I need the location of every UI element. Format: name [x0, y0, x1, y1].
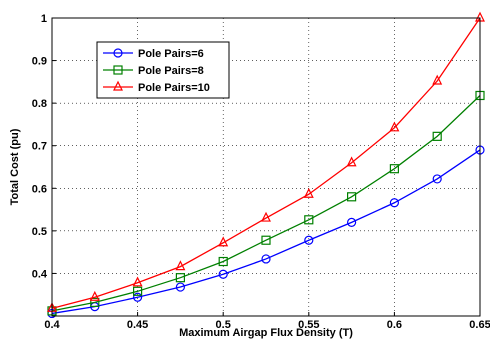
series-2-point: [261, 235, 271, 245]
series-1-point: [304, 235, 314, 245]
legend-marker-3: [113, 80, 123, 91]
series-1-point: [218, 269, 228, 279]
x-tick-label: 0.5: [216, 319, 231, 331]
series-line-2: [51, 95, 481, 312]
series-3-point: [218, 236, 229, 247]
legend: Pole Pairs=6 Pole Pairs=8 Pole Pairs=10: [96, 41, 230, 99]
series-3-point: [432, 74, 443, 85]
series-3-point: [346, 156, 357, 167]
series-1-point: [347, 217, 357, 227]
series-1-point: [175, 282, 185, 292]
legend-label-3: Pole Pairs=10: [138, 82, 210, 94]
x-axis-label: Maximum Airgap Flux Density (T): [179, 327, 353, 339]
x-tick-label: 0.55: [298, 319, 319, 331]
series-3-point: [89, 290, 100, 301]
y-tick-label: 0.4: [32, 268, 48, 280]
series-3-point: [261, 211, 271, 222]
x-tick-label: 0.4: [44, 319, 60, 331]
series-3-point: [389, 121, 400, 132]
y-axis-label: Total Cost (pu): [9, 128, 21, 205]
x-tick-label: 0.45: [127, 319, 148, 331]
y-tick-label: 0.9: [32, 56, 47, 68]
series-2-point: [133, 286, 143, 296]
y-tick-label: 1: [41, 13, 47, 25]
y-tick-label: 0.6: [32, 183, 47, 195]
series-2-point: [432, 131, 442, 141]
series-2-point: [90, 297, 100, 307]
series-group: [47, 11, 485, 319]
series-1-point: [261, 254, 271, 264]
legend-label-2: Pole Pairs=8: [138, 65, 204, 77]
legend-marker-1: [113, 48, 123, 58]
tick-labels: 0.4 0.45 0.5 0.55 0.6 0.65 0.4 0.5 0.6 0.7 0.8 0.9 1: [32, 13, 490, 331]
x-tick-label: 0.65: [469, 319, 490, 331]
y-tick-label: 0.8: [32, 98, 47, 110]
series-3-point: [175, 260, 186, 271]
series-line-1: [51, 149, 481, 315]
series-2-point: [389, 164, 399, 174]
series-2-point: [218, 256, 228, 267]
series-1-point: [133, 292, 143, 302]
y-tick-label: 0.5: [32, 226, 47, 238]
legend-marker-2: [113, 65, 123, 75]
series-2-point: [347, 192, 357, 202]
y-tick-label: 0.7: [32, 141, 47, 153]
series-1-point: [432, 174, 442, 184]
plot-frame: [51, 17, 481, 317]
series-3-point: [303, 187, 314, 198]
series-line-3: [51, 17, 481, 309]
x-tick-label: 0.6: [387, 319, 402, 331]
series-2-point: [304, 215, 314, 225]
series-1-point: [389, 198, 399, 208]
series-2-point: [175, 273, 185, 283]
legend-label-1: Pole Pairs=6: [138, 48, 204, 60]
series-3-point: [132, 276, 143, 287]
